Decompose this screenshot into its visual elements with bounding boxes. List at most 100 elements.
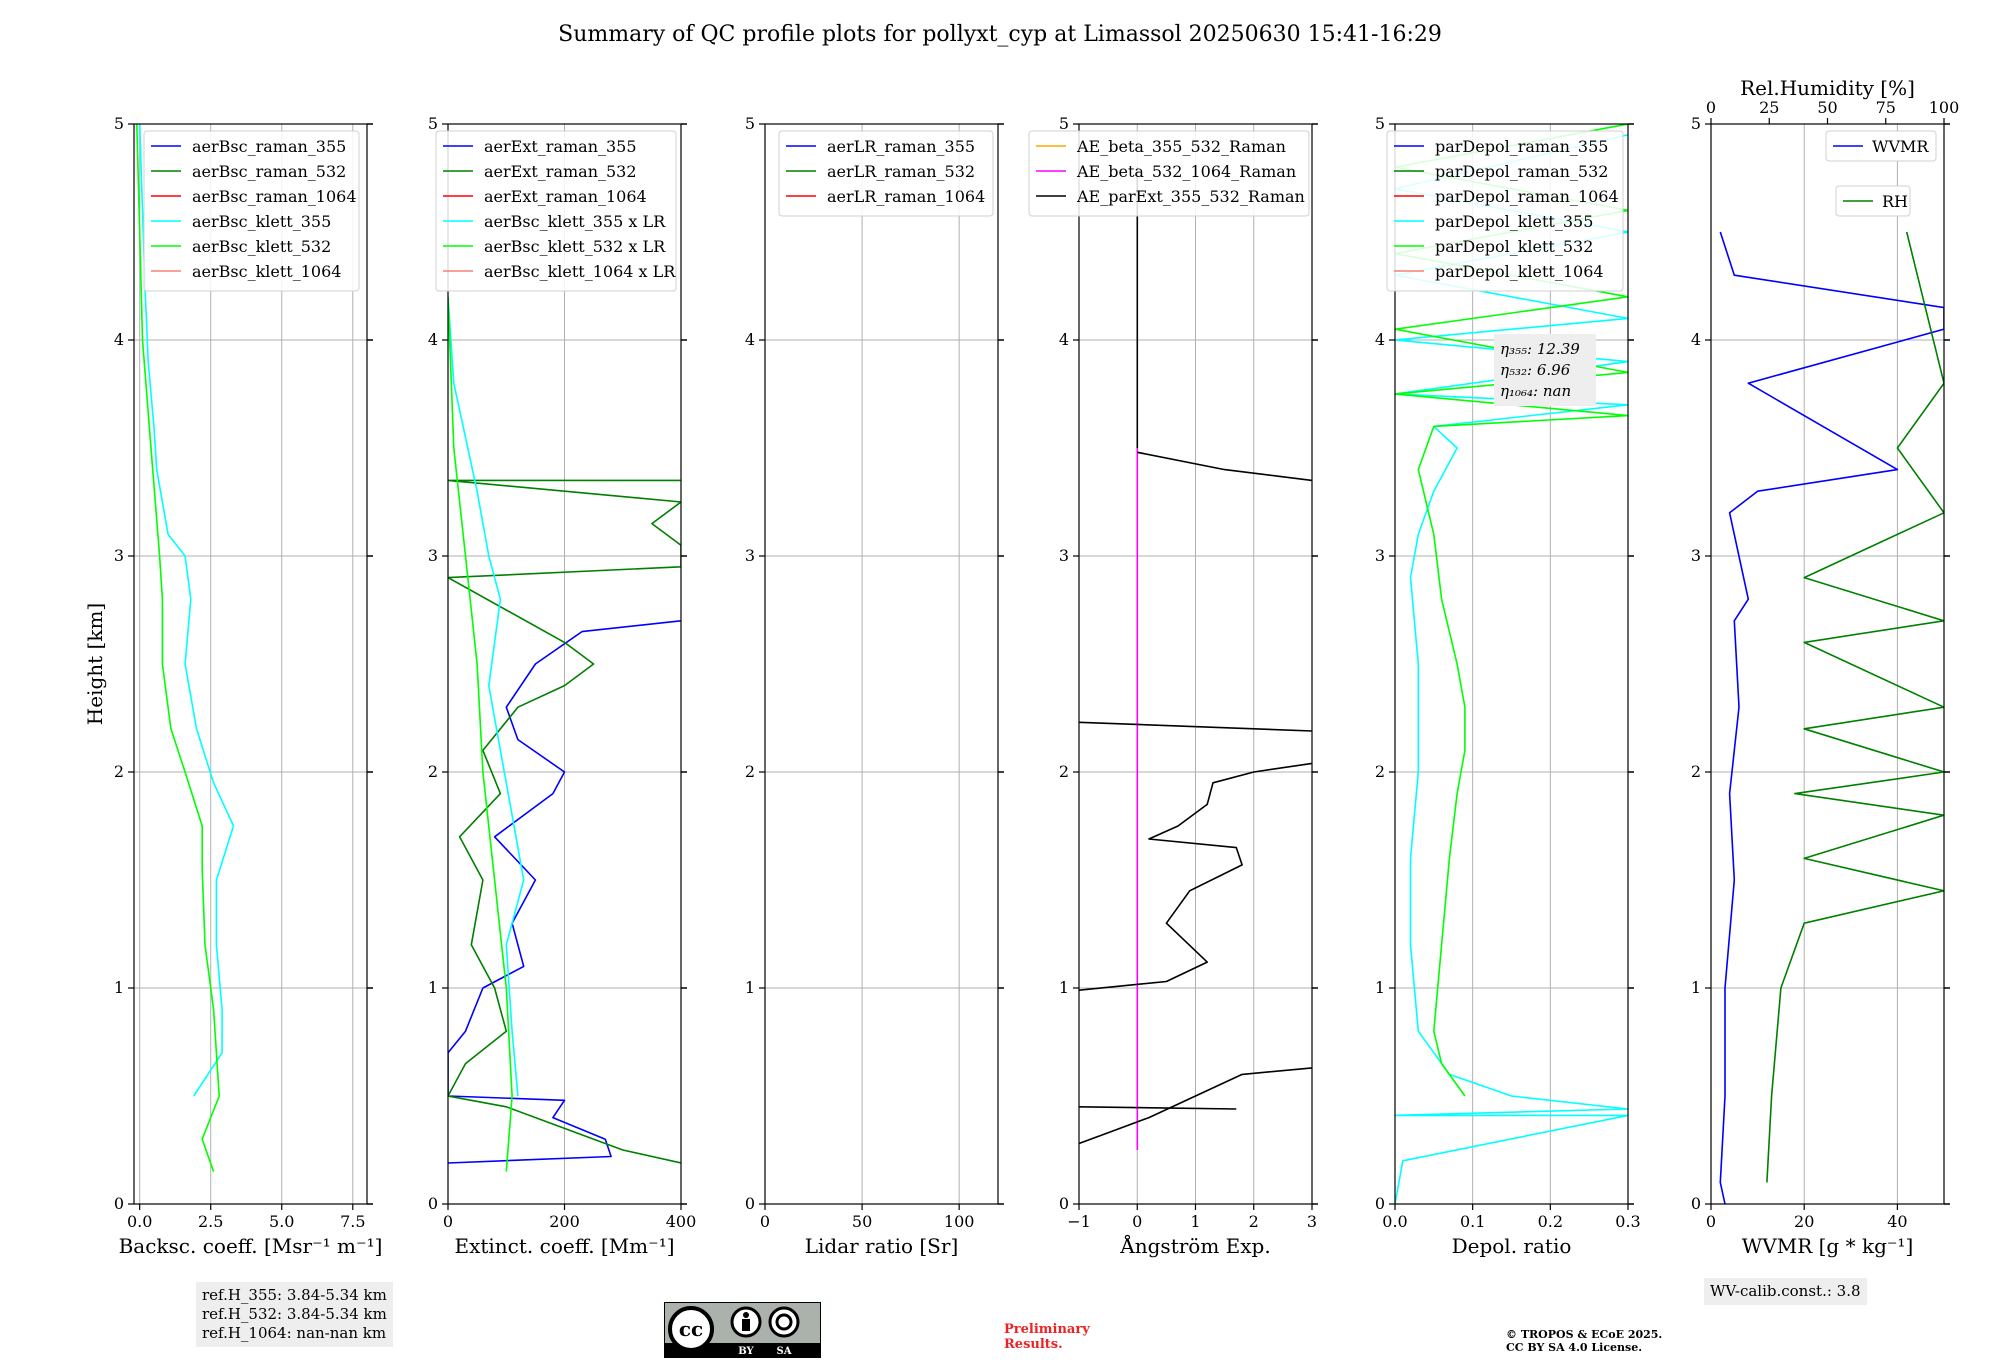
y-tick-label: 3 (428, 546, 438, 565)
x2-tick-label: 25 (1759, 98, 1779, 117)
preliminary-line-1: Preliminary (1004, 1322, 1090, 1337)
preliminary-notice: Preliminary Results. (1004, 1322, 1090, 1352)
y-tick-label: 4 (114, 330, 124, 349)
y-tick-label: 3 (1375, 546, 1385, 565)
refh-532: ref.H_532: 3.84-5.34 km (202, 1305, 387, 1323)
legend-label: aerExt_raman_532 (484, 162, 637, 181)
legend-label: aerExt_raman_1064 (484, 187, 647, 206)
x2-tick-label: 75 (1876, 98, 1896, 117)
x-tick-label: 7.5 (340, 1212, 365, 1231)
y-tick-label: 5 (1059, 114, 1069, 133)
cc-by-sa-icon: cc BY SA (663, 1301, 822, 1359)
plot-frame (133, 123, 368, 1205)
refh-1064: ref.H_1064: nan-nan km (202, 1324, 387, 1342)
x-tick-label: 2 (1249, 1212, 1259, 1231)
x-axis-label: Backsc. coeff. [Msr⁻¹ m⁻¹] (119, 1234, 383, 1258)
x-tick-label: 0 (443, 1212, 453, 1231)
y-tick-label: 2 (114, 762, 124, 781)
y-tick-label: 4 (1375, 330, 1385, 349)
x-tick-label: 0 (1132, 1212, 1142, 1231)
legend-label: AE_parExt_355_532_Raman (1076, 187, 1305, 206)
x2-tick-label: 50 (1817, 98, 1837, 117)
x-tick-label: 3 (1307, 1212, 1317, 1231)
y-tick-label: 2 (428, 762, 438, 781)
y-tick-label: 1 (1059, 978, 1069, 997)
y-tick-label: 0 (114, 1194, 124, 1213)
y-tick-label: 1 (745, 978, 755, 997)
panel-1: 0.0 2.5 5.0 7.5 0 1 2 3 4 5 Backsc. coeff. [Msr⁻¹ … (83, 114, 382, 1258)
legend-label: aerBsc_klett_355 (192, 212, 331, 231)
x-tick-label: 50 (852, 1212, 872, 1231)
x-tick-label: 0.2 (1538, 1212, 1563, 1231)
legend-label: aerLR_raman_532 (827, 162, 975, 181)
series-line-7 (1137, 451, 1312, 482)
legend: aerLR_raman_355 aerLR_raman_532 aerLR_rama… (778, 130, 994, 217)
legend-label: aerBsc_klett_532 (192, 237, 331, 256)
annotation-line: η₃₅₅: 12.39 (1500, 340, 1580, 358)
legend-label: parDepol_raman_1064 (1435, 187, 1619, 206)
y-tick-label: 5 (428, 114, 438, 133)
series-line-1 (1719, 231, 1944, 1204)
legend: aerExt_raman_355 aerExt_raman_532 aerExt_r… (435, 130, 677, 292)
y-tick-label: 0 (428, 1194, 438, 1213)
y-tick-label: 0 (745, 1194, 755, 1213)
series-group (1079, 167, 1312, 1150)
x-axis-label: Ångström Exp. (1119, 1233, 1270, 1258)
y-tick-label: 2 (1375, 762, 1385, 781)
legend-label: aerBsc_klett_1064 x LR (484, 262, 676, 281)
x-tick-label: 5.0 (269, 1212, 294, 1231)
preliminary-line-2: Results. (1004, 1337, 1063, 1352)
y-tick-label: 0 (1375, 1194, 1385, 1213)
x-tick-label: 1 (1190, 1212, 1200, 1231)
y-tick-label: 0 (1059, 1194, 1069, 1213)
y-tick-label: 1 (428, 978, 438, 997)
x-tick-label: 20 (1794, 1212, 1814, 1231)
copyright-notice: © TROPOS & ECoE 2025. CC BY SA 4.0 Licen… (1506, 1328, 1662, 1354)
y-tick-label: 2 (745, 762, 755, 781)
legend-label: parDepol_klett_532 (1435, 237, 1593, 256)
series-line-3 (1079, 1067, 1312, 1145)
legend: parDepol_raman_355 parDepol_raman_532 parD… (1386, 130, 1624, 292)
series-line-6 (1079, 721, 1312, 732)
y-tick-label: 1 (1375, 978, 1385, 997)
legend-label: aerBsc_raman_532 (192, 162, 346, 181)
cc-by-label: BY (738, 1346, 754, 1357)
y-tick-label: 4 (745, 330, 755, 349)
legend-label: parDepol_raman_532 (1435, 162, 1608, 181)
panel-3: 0 50 100 0 1 2 3 4 5 Lidar ratio [Sr] aerLR_raman_… (745, 114, 1004, 1258)
legend-label: parDepol_raman_355 (1435, 137, 1608, 156)
y-tick-label: 1 (114, 978, 124, 997)
x-tick-label: 0 (1706, 1212, 1716, 1231)
series-line-1 (1395, 134, 1628, 1204)
x-tick-label: 0.3 (1615, 1212, 1640, 1231)
y-tick-label: 0 (1691, 1194, 1701, 1213)
legend-box (1386, 130, 1624, 292)
series-group (136, 124, 235, 1172)
y-tick-label: 3 (1691, 546, 1701, 565)
x2-axis-label: Rel.Humidity [%] (1740, 76, 1915, 100)
x2-tick-label: 0 (1706, 98, 1716, 117)
refh-355: ref.H_355: 3.84-5.34 km (202, 1286, 387, 1304)
x-tick-label: 0.0 (127, 1212, 152, 1231)
y-tick-label: 4 (1691, 330, 1701, 349)
y-tick-label: 5 (745, 114, 755, 133)
legend-label: parDepol_klett_1064 (1435, 262, 1604, 281)
legend-label: aerLR_raman_1064 (827, 187, 985, 206)
legend-label: aerExt_raman_355 (484, 137, 637, 156)
plot-frame (764, 123, 999, 1205)
x-axis-label: Depol. ratio (1452, 1234, 1572, 1258)
legend-label: aerBsc_raman_355 (192, 137, 346, 156)
legend: AE_beta_355_532_Raman AE_beta_532_1064_Ra… (1028, 130, 1310, 217)
x-axis-label: Extinct. coeff. [Mm⁻¹] (454, 1234, 674, 1258)
plot-frame (1710, 123, 1945, 1205)
panel-5: 0.0 0.1 0.2 0.3 0 1 2 3 4 5 Depol. ratio parDepol_r… (1375, 114, 1641, 1258)
svg-text:cc: cc (679, 1317, 703, 1341)
y-tick-label: 2 (1059, 762, 1069, 781)
x-axis-label: Lidar ratio [Sr] (805, 1234, 959, 1258)
legend-label: aerBsc_klett_532 x LR (484, 237, 666, 256)
series-line-4 (448, 296, 513, 1172)
y-tick-label: 5 (1375, 114, 1385, 133)
copyright-line-2: CC BY SA 4.0 License. (1506, 1341, 1643, 1354)
figure-title: Summary of QC profile plots for pollyxt_… (558, 22, 1442, 47)
